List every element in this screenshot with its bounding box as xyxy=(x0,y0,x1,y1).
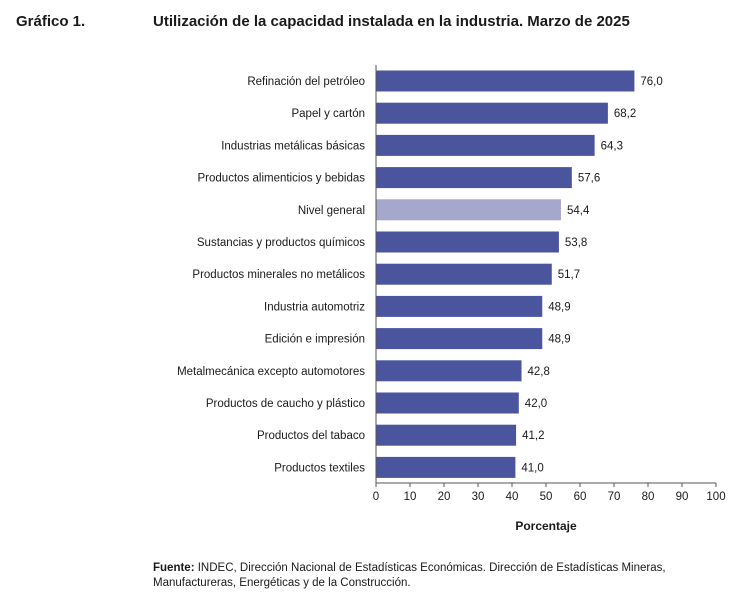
x-tick-label: 100 xyxy=(706,491,725,503)
data-label: 76,0 xyxy=(640,76,662,88)
data-label: 48,9 xyxy=(548,334,570,346)
data-label: 57,6 xyxy=(578,173,600,185)
category-label: Productos de caucho y plástico xyxy=(206,398,365,410)
data-label: 53,8 xyxy=(565,237,587,249)
data-label: 54,4 xyxy=(567,205,590,217)
category-label: Sustancias y productos químicos xyxy=(197,237,365,249)
source-note: Fuente: INDEC, Dirección Nacional de Est… xyxy=(153,561,673,591)
x-tick-label: 60 xyxy=(574,491,587,503)
data-label: 42,0 xyxy=(525,398,547,410)
x-tick-label: 30 xyxy=(472,491,485,503)
data-label: 42,8 xyxy=(528,366,550,378)
data-label: 48,9 xyxy=(548,301,570,313)
x-tick-label: 10 xyxy=(404,491,417,503)
bar xyxy=(376,231,559,253)
category-label: Productos textiles xyxy=(274,462,365,474)
category-label: Metalmecánica excepto automotores xyxy=(177,366,365,378)
figure-label: Gráfico 1. xyxy=(16,13,86,30)
bar xyxy=(376,102,608,124)
category-label: Industrias metálicas básicas xyxy=(221,140,365,152)
bar xyxy=(376,456,516,478)
x-tick-label: 80 xyxy=(642,491,655,503)
category-label: Productos del tabaco xyxy=(257,430,365,442)
category-label: Productos minerales no metálicos xyxy=(192,269,365,281)
bar xyxy=(376,70,635,92)
bar xyxy=(376,167,572,189)
source-text: INDEC, Dirección Nacional de Estadística… xyxy=(153,562,666,589)
x-tick-label: 90 xyxy=(676,491,689,503)
category-label: Refinación del petróleo xyxy=(247,76,365,88)
bar xyxy=(376,199,561,221)
x-tick-label: 40 xyxy=(506,491,519,503)
category-label: Papel y cartón xyxy=(291,108,365,120)
data-label: 51,7 xyxy=(558,269,580,281)
x-tick-label: 20 xyxy=(438,491,451,503)
category-label: Industria automotriz xyxy=(264,301,365,313)
bar xyxy=(376,328,543,350)
bar xyxy=(376,424,517,446)
bar xyxy=(376,295,543,317)
bar xyxy=(376,392,519,414)
category-label: Nivel general xyxy=(298,205,365,217)
data-label: 41,0 xyxy=(521,462,543,474)
data-label: 64,3 xyxy=(601,140,623,152)
data-label: 41,2 xyxy=(522,430,544,442)
x-tick-label: 0 xyxy=(373,491,379,503)
chart-title: Utilización de la capacidad instalada en… xyxy=(153,13,630,30)
category-label: Edición e impresión xyxy=(265,334,365,346)
x-tick-label: 70 xyxy=(608,491,621,503)
category-label: Productos alimenticios y bebidas xyxy=(198,173,366,185)
bar xyxy=(376,360,522,382)
source-label: Fuente: xyxy=(153,562,195,574)
data-label: 68,2 xyxy=(614,108,636,120)
bar xyxy=(376,263,552,285)
bar xyxy=(376,134,595,156)
x-axis-title: Porcentaje xyxy=(515,519,577,533)
x-tick-label: 50 xyxy=(540,491,553,503)
